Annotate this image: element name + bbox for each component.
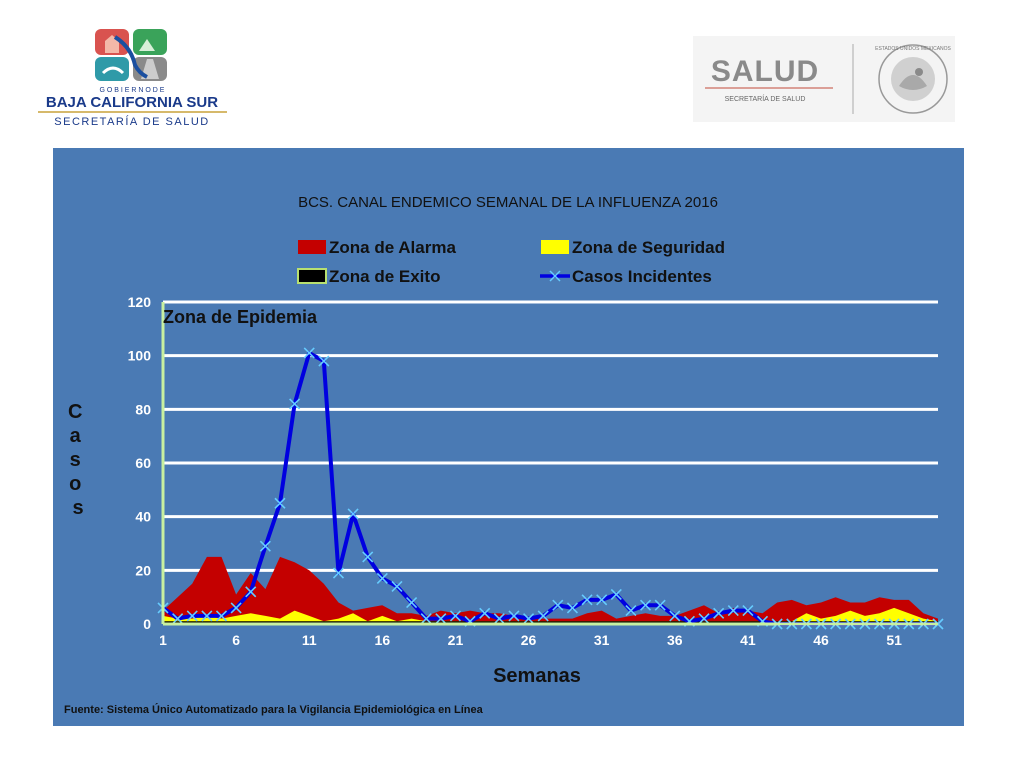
y-tick-label: 0 (143, 616, 151, 632)
incident-point (406, 596, 418, 609)
salud-brand-icon: SALUD SECRETARÍA DE SALUD ESTADOS UNIDOS… (705, 44, 952, 114)
y-tick-label: 40 (135, 509, 151, 525)
incident-point (552, 599, 564, 611)
y-tick-label: 80 (135, 401, 151, 417)
incident-point (654, 599, 666, 611)
y-letter-4: o (69, 473, 81, 495)
incident-point (332, 567, 345, 579)
incident-point (435, 613, 447, 625)
y-letter-5: s (72, 497, 83, 519)
incident-point (742, 605, 754, 617)
y-letter-1: C (68, 401, 82, 423)
incident-point (186, 610, 198, 622)
incident-point (449, 610, 462, 622)
chart-panel: BCS. CANAL ENDEMICO SEMANAL DE LA INFLUE… (53, 148, 964, 726)
incident-point (303, 347, 315, 359)
x-tick-label: 11 (302, 632, 317, 648)
axes (161, 302, 938, 626)
y-tick-label: 100 (128, 348, 152, 364)
bcs-government-logo: G O B I E R N O D E BAJA CALIFORNIA SUR … (30, 25, 235, 130)
incident-point (698, 613, 710, 625)
x-tick-label: 26 (521, 632, 537, 648)
salud-sub-text: SECRETARÍA DE SALUD (725, 94, 806, 103)
chart-title: BCS. CANAL ENDEMICO SEMANAL DE LA INFLUE… (298, 194, 718, 211)
incident-point (669, 610, 681, 622)
x-axis-title: Semanas (493, 665, 581, 687)
seal-text: ESTADOS UNIDOS MEXICANOS (875, 46, 951, 52)
logo-gobierno-text: G O B I E R N O D E (100, 87, 165, 94)
zone-epidemia-label: Zona de Epidemia (163, 307, 318, 327)
area-seguridad (163, 607, 938, 624)
legend-marker-incidentes (549, 270, 561, 282)
area-alarma (163, 556, 938, 624)
incident-point (376, 572, 388, 584)
bcs-shield-icon: G O B I E R N O D E BAJA CALIFORNIA SUR … (38, 29, 227, 128)
legend-swatch-alarma (298, 240, 326, 254)
x-tick-label: 46 (813, 632, 829, 648)
incident-point (537, 610, 549, 622)
grid-lines (163, 300, 938, 572)
mexico-seal-icon: ESTADOS UNIDOS MEXICANOS (875, 44, 952, 114)
incident-point (318, 355, 330, 367)
incident-point (362, 551, 374, 563)
incident-point (596, 594, 608, 606)
y-tick-label: 20 (135, 562, 151, 578)
incident-point (391, 580, 403, 592)
incident-point (523, 613, 535, 625)
legend-label-exito: Zona de Exito (329, 267, 440, 286)
x-tick-label: 6 (232, 632, 240, 648)
x-tick-label: 36 (667, 632, 683, 648)
salud-logo: SALUD SECRETARÍA DE SALUD ESTADOS UNIDOS… (693, 36, 955, 122)
y-letter-2: a (70, 425, 82, 447)
x-tick-label: 16 (375, 632, 391, 648)
chart-legend: Zona de Alarma Zona de Seguridad Zona de… (297, 238, 725, 286)
incident-point (347, 508, 359, 520)
incident-point (566, 602, 578, 614)
legend-label-alarma: Zona de Alarma (329, 238, 456, 257)
incident-point (420, 613, 432, 625)
salud-brand-text: SALUD (711, 55, 819, 88)
y-letter-3: s (70, 449, 81, 471)
incident-point (508, 610, 520, 622)
source-note: Fuente: Sistema Único Automatizado para … (64, 703, 484, 716)
incident-point (274, 497, 286, 509)
legend-swatch-seguridad (541, 240, 569, 254)
incident-point (259, 540, 271, 552)
incident-point (493, 613, 505, 625)
incident-point (230, 602, 242, 614)
incident-point (245, 586, 257, 598)
y-axis-title-text: C a s o s (68, 401, 88, 519)
y-axis-title: C a s o s (68, 401, 88, 519)
incident-point (172, 613, 184, 625)
incident-point (625, 605, 637, 617)
x-tick-label: 31 (594, 632, 610, 648)
x-tick-label: 51 (886, 632, 902, 648)
logo-bcs-text: BAJA CALIFORNIA SUR (46, 94, 218, 111)
zone-areas (163, 556, 938, 624)
incident-point (727, 605, 739, 617)
legend-label-incidentes: Casos Incidentes (572, 267, 712, 286)
y-tick-label: 120 (128, 294, 152, 310)
incident-point (581, 594, 593, 606)
y-tick-label: 60 (135, 455, 151, 471)
incident-point (201, 610, 213, 622)
x-tick-label: 1 (159, 632, 167, 648)
incident-point (215, 610, 228, 622)
incident-point (639, 599, 652, 611)
legend-label-seguridad: Zona de Seguridad (572, 238, 725, 257)
endemic-channel-chart: BCS. CANAL ENDEMICO SEMANAL DE LA INFLUE… (64, 194, 944, 716)
logo-secretaria-text: SECRETARÍA DE SALUD (54, 115, 209, 128)
incident-point (713, 607, 725, 619)
x-tick-label: 21 (448, 632, 464, 648)
x-tick-label: 41 (740, 632, 756, 648)
incident-point (479, 607, 491, 619)
incident-point (610, 588, 622, 601)
legend-swatch-exito (297, 268, 327, 284)
incident-point (289, 398, 301, 410)
